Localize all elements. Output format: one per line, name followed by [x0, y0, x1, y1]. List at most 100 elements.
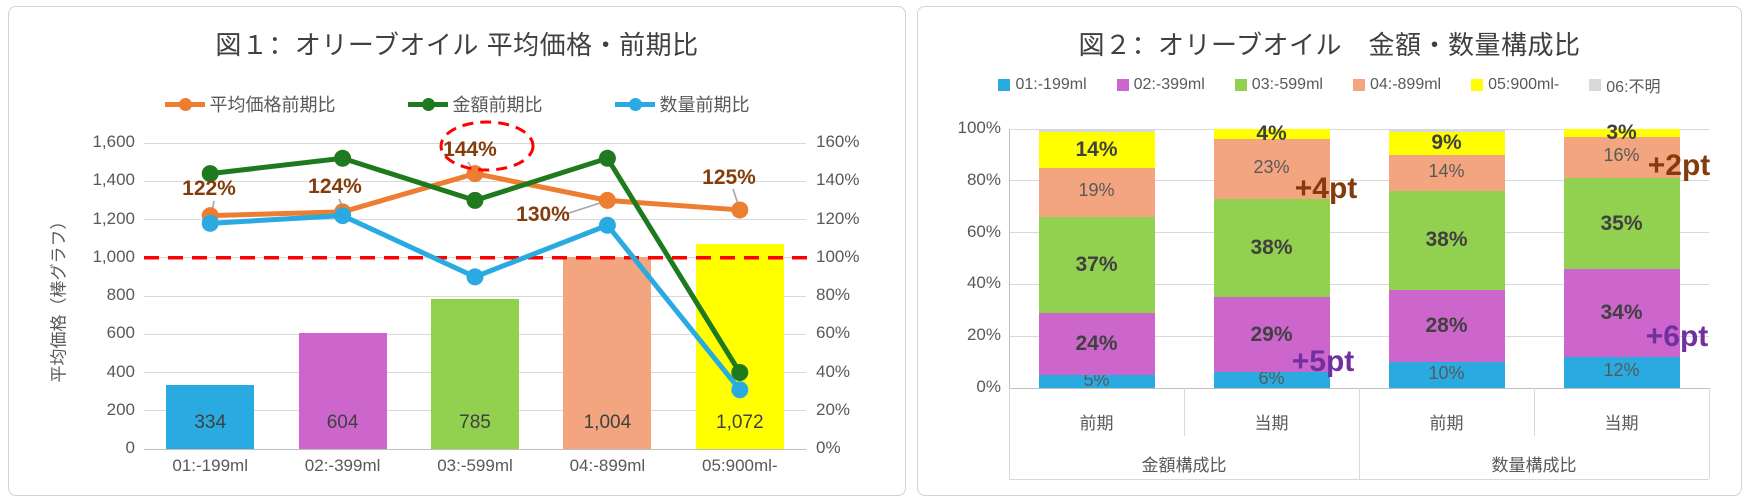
- segment-label: 29%: [1250, 322, 1293, 346]
- bar-value-label: 785: [459, 412, 491, 433]
- gridline: [1009, 232, 1709, 234]
- left-axis-tick-label: 1,400: [92, 170, 135, 190]
- x-axis-category-label: 当期: [1604, 414, 1639, 433]
- series-point-金額前期比: [334, 149, 352, 167]
- left-axis-tick-label: 1,600: [92, 132, 135, 151]
- x-axis-category-label: 当期: [1254, 414, 1289, 433]
- right-axis-tick-label: 120%: [816, 208, 860, 228]
- x-axis-category-label: 02:-399ml: [304, 456, 381, 475]
- data-label-122%: 122%: [182, 177, 236, 200]
- legend-swatch-icon: [1234, 79, 1247, 91]
- segment-label: 4%: [1256, 122, 1287, 146]
- figure2-plot-area: 0% 20% 40% 60% 80% 100% 5% 24% 37% 19% 14% 6% 29% 38%…: [918, 7, 1741, 495]
- y-axis-tick-label: 0%: [976, 377, 1001, 396]
- segment-label: 3%: [1606, 120, 1637, 144]
- annotation-+6pt: +6pt: [1645, 320, 1709, 353]
- segment-label: 16%: [1603, 145, 1640, 166]
- axis-table-divider: [1533, 388, 1535, 436]
- figure2-legend-item-4: 05:900ml-: [1471, 76, 1559, 94]
- legend-swatch-icon: [1471, 79, 1484, 91]
- data-label-130%: 130%: [516, 203, 570, 226]
- y-axis-line: [1009, 129, 1010, 388]
- bar-segment-03:-599ml: [1213, 198, 1330, 298]
- series-point-平均価格前期比: [598, 191, 616, 209]
- y-axis-tick-label: 40%: [966, 273, 1001, 293]
- series-point-数量前期比: [334, 207, 352, 225]
- left-axis-tick-label: 400: [106, 361, 135, 381]
- y-axis-tick-label: 80%: [966, 169, 1001, 189]
- left-axis-tick-label: 600: [106, 323, 135, 343]
- bar-segment-05:900ml-: [1563, 129, 1680, 137]
- annotation-+2pt: +2pt: [1647, 149, 1711, 182]
- bar-segment-01:-199ml: [1388, 362, 1505, 388]
- segment-label: 34%: [1600, 300, 1643, 324]
- figure1-legend-item-1: 金額前期比: [407, 91, 543, 117]
- legend-swatch-icon: [998, 79, 1011, 91]
- segment-label: 19%: [1078, 180, 1115, 201]
- left-axis-title: 平均価格（棒グラフ）: [49, 212, 69, 383]
- line-marker-icon: [164, 97, 205, 111]
- x-axis-category-label: 05:900ml-: [701, 456, 778, 475]
- figure1-title: 図１：オリーブオイル 平均価格・前期比: [215, 30, 699, 60]
- segment-label: 38%: [1425, 228, 1468, 252]
- left-axis-tick-label: 800: [106, 285, 135, 304]
- y-axis-tick-label: 20%: [966, 325, 1001, 345]
- right-axis-tick-label: 100%: [816, 246, 860, 266]
- figure2-legend-item-0: 01:-199ml: [998, 76, 1087, 94]
- bar-segment-02:-399ml: [1388, 289, 1505, 363]
- series-point-平均価格前期比: [731, 201, 749, 219]
- axis-table-divider: [1708, 388, 1710, 479]
- legend-label: 数量前期比: [659, 95, 750, 115]
- bar-segment-04:-899ml: [1213, 139, 1330, 199]
- right-axis-tick-label: 60%: [816, 323, 851, 343]
- legend-label: 02:-399ml: [1133, 76, 1205, 93]
- segment-label: 14%: [1075, 137, 1118, 161]
- line-marker-icon: [407, 97, 448, 111]
- bar-value-label: 604: [326, 412, 359, 433]
- y-axis-tick-label: 60%: [966, 221, 1001, 241]
- x-axis-group-label: 数量構成比: [1491, 456, 1577, 475]
- line-marker-dot-icon: [628, 97, 642, 111]
- x-axis-category-label: 前期: [1429, 414, 1464, 433]
- left-axis-tick-label: 200: [106, 399, 135, 419]
- bar-segment-03:-599ml: [1038, 217, 1155, 313]
- bar-segment-01:-199ml: [1563, 356, 1680, 388]
- gridline: [1009, 128, 1709, 130]
- bar-value-label: 1,072: [716, 412, 764, 433]
- x-axis-category-label: 04:-899ml: [569, 456, 646, 475]
- figure1-plot-area: 0 0% 200 20% 400 40% 600 60% 800 80% 1,000 100% 1,20…: [9, 7, 905, 495]
- bar-segment-01:-199ml: [1213, 372, 1330, 388]
- figure1-legend: 平均価格前期比 金額前期比 数量前期比: [9, 91, 905, 117]
- data-label-leader-line: [338, 198, 347, 215]
- legend-label: 05:900ml-: [1488, 76, 1560, 93]
- bar-segment-02:-399ml: [1213, 297, 1330, 373]
- right-axis-tick-label: 20%: [816, 399, 851, 419]
- bar-segment-03:-599ml: [1388, 191, 1505, 290]
- bar-segment-05:900ml-: [1213, 129, 1330, 140]
- gridline: [144, 448, 806, 450]
- series-point-平均価格前期比: [334, 203, 352, 221]
- left-axis-tick-label: 1,000: [92, 246, 135, 266]
- legend-label: 01:-199ml: [1015, 76, 1087, 93]
- segment-label: 12%: [1603, 360, 1640, 381]
- bar-segment-06:不明: [1388, 129, 1505, 132]
- bar-value-label: 1,004: [583, 412, 632, 433]
- right-axis-tick-label: 0%: [816, 438, 841, 457]
- data-label-leader-line: [732, 188, 739, 205]
- figure2-legend: 01:-199ml 02:-399ml 03:-599ml 04:-899ml 05:9…: [918, 73, 1741, 97]
- legend-swatch-icon: [1116, 79, 1129, 91]
- segment-label: 10%: [1428, 363, 1465, 384]
- bar-segment-01:-199ml: [1038, 375, 1155, 388]
- segment-label: 28%: [1425, 313, 1468, 337]
- series-point-平均価格前期比: [466, 165, 484, 183]
- segment-label: 37%: [1075, 252, 1118, 276]
- data-label-leader-line: [211, 200, 215, 213]
- legend-swatch-icon: [1589, 79, 1602, 91]
- x-axis-category-label: 前期: [1079, 414, 1114, 433]
- bar-segment-06:不明: [1038, 129, 1155, 132]
- y-axis-tick-label: 100%: [957, 118, 1001, 137]
- gridline: [1009, 180, 1709, 182]
- data-label-124%: 124%: [308, 175, 362, 198]
- legend-label: 03:-599ml: [1251, 76, 1323, 93]
